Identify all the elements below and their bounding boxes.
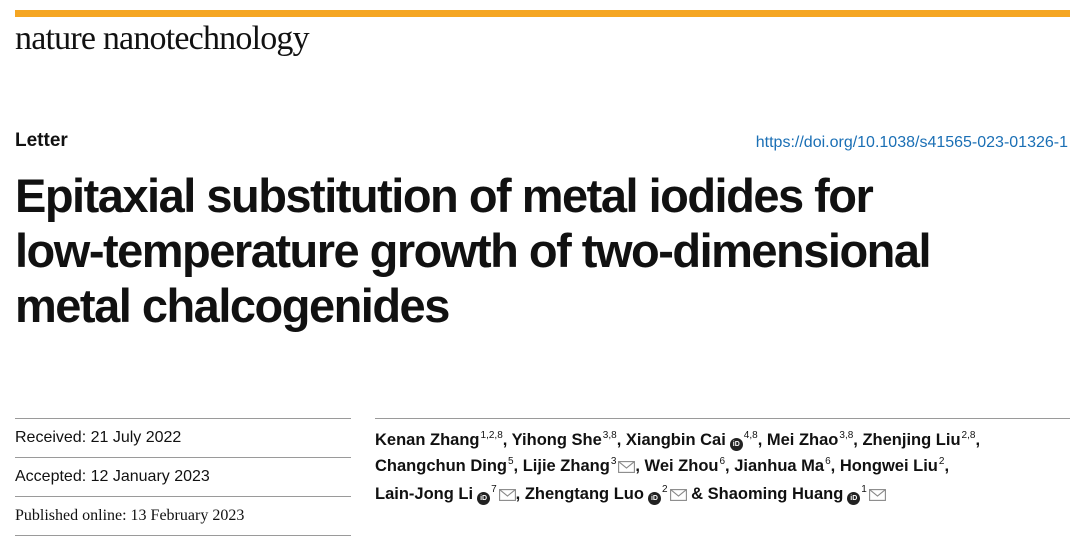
envelope-icon[interactable] bbox=[618, 455, 636, 481]
envelope-icon[interactable] bbox=[868, 483, 886, 509]
doi-link[interactable]: https://doi.org/10.1038/s41565-023-01326… bbox=[755, 134, 1068, 151]
publication-dates: Received: 21 July 2022 Accepted: 12 Janu… bbox=[15, 418, 351, 536]
author-name-text: Jianhua Ma bbox=[734, 457, 825, 475]
author-name[interactable]: Shaoming Huang iD1 bbox=[707, 484, 886, 505]
author-name[interactable]: Mei Zhao3,8 bbox=[766, 430, 854, 450]
author-separator: , bbox=[635, 457, 645, 475]
author-name[interactable]: Wei Zhou6 bbox=[644, 456, 726, 476]
author-separator: , bbox=[513, 457, 523, 475]
envelope-icon[interactable] bbox=[669, 483, 687, 509]
author-name-text: Zhenjing Liu bbox=[862, 431, 961, 449]
author-name-text: Wei Zhou bbox=[644, 457, 719, 475]
title-line-3: metal chalcogenides bbox=[15, 279, 450, 332]
article-title: Epitaxial substitution of metal iodides … bbox=[15, 168, 1075, 333]
affiliation-superscript: 2 bbox=[661, 484, 668, 495]
affiliation-superscript: 3,8 bbox=[839, 430, 854, 441]
author-separator: , bbox=[515, 485, 525, 503]
author-name-text: Yihong She bbox=[511, 431, 602, 449]
envelope-icon[interactable] bbox=[498, 483, 516, 509]
author-name[interactable]: Hongwei Liu2 bbox=[839, 456, 945, 476]
author-name[interactable]: Jianhua Ma6 bbox=[734, 456, 831, 476]
author-name-text: Changchun Ding bbox=[375, 457, 507, 475]
author-name-text: Hongwei Liu bbox=[839, 457, 938, 475]
author-separator: & bbox=[686, 485, 708, 503]
affiliation-superscript: 1,2,8 bbox=[480, 430, 503, 441]
author-separator: , bbox=[502, 431, 512, 449]
author-name[interactable]: Zhengtang Luo iD2 bbox=[524, 484, 687, 505]
orcid-icon[interactable]: iD bbox=[647, 492, 661, 505]
title-line-1: Epitaxial substitution of metal iodides … bbox=[15, 169, 874, 222]
authors-divider bbox=[375, 418, 1070, 419]
author-separator: , bbox=[830, 457, 840, 475]
author-list: Kenan Zhang1,2,8, Yihong She3,8, Xiangbi… bbox=[375, 427, 1065, 509]
author-name-text: Lain-Jong Li bbox=[375, 485, 474, 503]
title-line-2: low-temperature growth of two-dimensiona… bbox=[15, 224, 932, 277]
orcid-icon[interactable]: iD bbox=[477, 492, 491, 505]
author-separator: , bbox=[725, 457, 735, 475]
affiliation-superscript: 1 bbox=[861, 484, 867, 495]
affiliation-superscript: 7 bbox=[491, 484, 497, 495]
author-separator: , bbox=[757, 431, 767, 449]
author-separator: , bbox=[853, 431, 863, 449]
author-name[interactable]: Zhenjing Liu2,8 bbox=[862, 430, 976, 450]
received-date: Received: 21 July 2022 bbox=[15, 418, 351, 457]
affiliation-superscript: 6 bbox=[825, 456, 831, 467]
author-name[interactable]: Kenan Zhang1,2,8 bbox=[375, 430, 503, 450]
author-name[interactable]: Xiangbin Cai iD4,8 bbox=[625, 430, 758, 451]
affiliation-superscript: 3 bbox=[610, 456, 617, 467]
author-name-text: Mei Zhao bbox=[766, 431, 839, 449]
author-name[interactable]: Yihong She3,8 bbox=[511, 430, 617, 450]
author-name[interactable]: Lain-Jong Li iD7 bbox=[375, 484, 516, 505]
affiliation-superscript: 3,8 bbox=[602, 430, 617, 441]
affiliation-superscript: 2 bbox=[938, 456, 945, 467]
author-name-text: Kenan Zhang bbox=[375, 431, 480, 449]
journal-logo[interactable]: nature nanotechnology bbox=[15, 20, 310, 57]
orcid-icon[interactable]: iD bbox=[847, 492, 861, 505]
affiliation-superscript: 5 bbox=[507, 456, 514, 467]
author-name-text: Shaoming Huang bbox=[707, 485, 844, 503]
author-name[interactable]: Changchun Ding5 bbox=[375, 456, 514, 476]
author-name-text: Lijie Zhang bbox=[522, 457, 610, 475]
author-name[interactable]: Lijie Zhang3 bbox=[523, 457, 636, 475]
orcid-icon[interactable]: iD bbox=[729, 438, 743, 451]
author-separator: , bbox=[616, 431, 626, 449]
published-date: Published online: 13 February 2023 bbox=[15, 496, 351, 536]
author-name-text: Zhengtang Luo bbox=[524, 485, 644, 503]
journal-accent-bar bbox=[15, 10, 1070, 17]
article-type: Letter bbox=[15, 130, 68, 151]
author-name-text: Xiangbin Cai bbox=[625, 431, 726, 449]
author-separator: , bbox=[944, 457, 950, 475]
affiliation-superscript: 6 bbox=[719, 456, 726, 467]
accepted-date: Accepted: 12 January 2023 bbox=[15, 457, 351, 496]
affiliation-superscript: 4,8 bbox=[743, 430, 758, 441]
affiliation-superscript: 2,8 bbox=[961, 430, 976, 441]
author-separator: , bbox=[975, 431, 981, 449]
